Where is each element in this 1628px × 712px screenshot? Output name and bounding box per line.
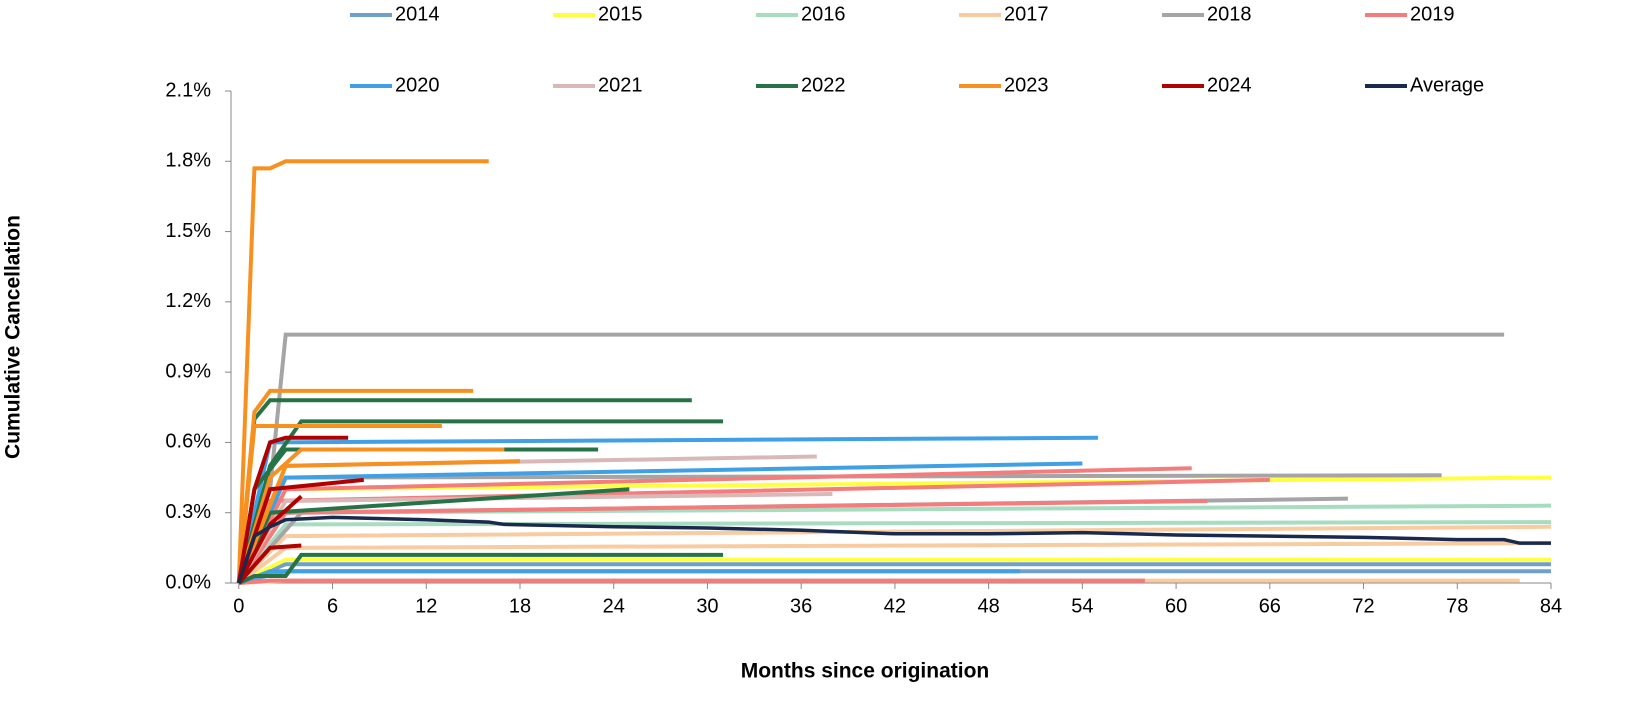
y-tick-label: 0.0%: [165, 571, 211, 593]
y-tick-label: 2.1%: [165, 79, 211, 101]
x-tick-label: 72: [1352, 595, 1374, 617]
x-tick-label: 84: [1540, 595, 1562, 617]
legend-label: 2015: [598, 3, 643, 25]
legend-label: 2024: [1207, 74, 1252, 96]
series-line: [237, 515, 1551, 584]
series-line: [236, 159, 489, 584]
legend-label: 2020: [395, 74, 440, 96]
x-tick-label: 30: [696, 595, 718, 617]
series-line: [236, 459, 521, 584]
x-tick-label: 54: [1071, 595, 1093, 617]
legend-label: 2017: [1004, 3, 1049, 25]
x-tick-label: 6: [327, 595, 338, 617]
legend-label: 2018: [1207, 3, 1252, 25]
x-tick-label: 12: [415, 595, 437, 617]
legend-label: 2021: [598, 74, 643, 96]
x-tick-label: 42: [884, 595, 906, 617]
legend-label: 2016: [801, 3, 846, 25]
series-line: [236, 435, 349, 584]
y-tick-label: 0.3%: [165, 501, 211, 523]
y-tick-label: 1.8%: [165, 150, 211, 172]
legend-label: 2014: [395, 3, 440, 25]
y-tick-label: 1.5%: [165, 220, 211, 242]
x-tick-label: 24: [603, 595, 625, 617]
x-tick-label: 0: [233, 595, 244, 617]
legend-label: Average: [1410, 74, 1484, 96]
x-tick-label: 78: [1446, 595, 1468, 617]
series-line: [236, 424, 442, 584]
y-axis-label: Cumulative Cancellation: [2, 215, 25, 459]
x-tick-label: 60: [1165, 595, 1187, 617]
y-tick-label: 0.9%: [165, 360, 211, 382]
x-tick-label: 36: [790, 595, 812, 617]
series-line: [237, 494, 303, 584]
x-axis-label: Months since origination: [741, 660, 990, 683]
series-line: [237, 543, 302, 585]
x-tick-label: 48: [978, 595, 1000, 617]
y-tick-label: 0.6%: [165, 431, 211, 453]
x-tick-label: 18: [509, 595, 531, 617]
legend-label: 2023: [1004, 74, 1049, 96]
series-line: [238, 578, 1145, 585]
series-line: [237, 552, 724, 585]
x-tick-label: 66: [1259, 595, 1281, 617]
legend-label: 2022: [801, 74, 846, 96]
legend-label: 2019: [1410, 3, 1455, 25]
y-tick-label: 1.2%: [165, 290, 211, 312]
